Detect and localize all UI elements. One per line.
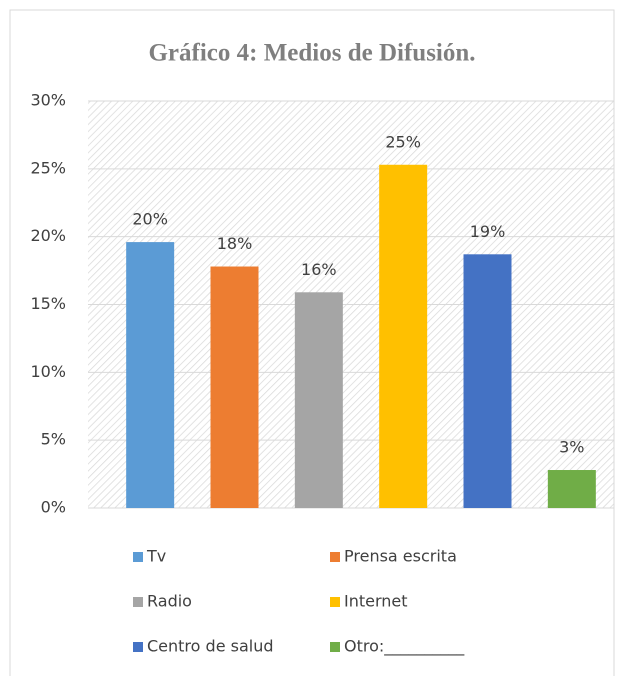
- legend-label: Tv: [146, 547, 166, 566]
- legend-label: Prensa escrita: [344, 547, 457, 566]
- bar: [379, 164, 428, 508]
- data-label: 3%: [559, 438, 584, 457]
- y-tick-label: 20%: [30, 226, 66, 245]
- data-label: 18%: [217, 234, 253, 253]
- bar: [463, 254, 512, 508]
- legend-label: Centro de salud: [147, 637, 274, 656]
- legend-label: Internet: [344, 592, 408, 611]
- y-tick-label: 30%: [30, 91, 66, 110]
- y-tick-label: 5%: [41, 430, 66, 449]
- legend-swatch: [330, 552, 340, 562]
- data-label: 16%: [301, 260, 337, 279]
- legend-swatch: [133, 597, 143, 607]
- legend-swatch: [330, 597, 340, 607]
- data-label: 19%: [470, 222, 506, 241]
- bar: [547, 470, 596, 508]
- data-label: 20%: [132, 210, 168, 229]
- bar: [210, 266, 259, 508]
- y-tick-label: 0%: [41, 498, 66, 517]
- y-tick-label: 15%: [30, 294, 66, 313]
- y-tick-label: 10%: [30, 362, 66, 381]
- legend-label: Otro:__________: [344, 637, 465, 657]
- legend-swatch: [330, 642, 340, 652]
- chart-title: Gráfico 4: Medios de Difusión.: [148, 40, 475, 67]
- y-tick-label: 25%: [30, 158, 66, 177]
- data-label: 25%: [385, 132, 421, 151]
- bar: [294, 292, 343, 508]
- legend-swatch: [133, 552, 143, 562]
- bar: [126, 242, 175, 509]
- legend-swatch: [133, 642, 143, 652]
- legend-label: Radio: [147, 592, 192, 611]
